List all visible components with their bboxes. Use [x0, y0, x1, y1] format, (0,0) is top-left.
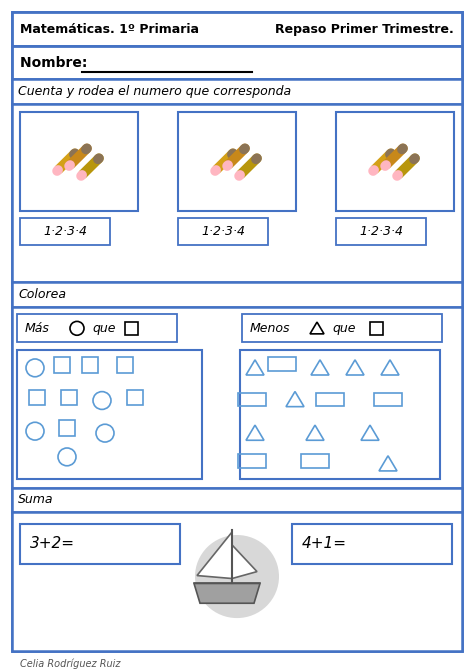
Bar: [12, 307, 462, 488]
Bar: [20, 524, 180, 563]
Text: Más: Más: [25, 322, 50, 335]
Bar: [238, 454, 266, 468]
Text: Menos: Menos: [250, 322, 291, 335]
Bar: [240, 350, 440, 478]
Bar: [12, 513, 462, 651]
Circle shape: [195, 535, 279, 618]
Bar: [125, 322, 138, 335]
Bar: [12, 46, 462, 79]
Bar: [17, 314, 177, 342]
Text: Matemáticas. 1º Primaria: Matemáticas. 1º Primaria: [20, 23, 199, 36]
Text: que: que: [92, 322, 116, 335]
Bar: [127, 390, 143, 405]
Bar: [61, 390, 77, 405]
Bar: [17, 350, 202, 478]
Bar: [242, 314, 442, 342]
Bar: [12, 104, 462, 282]
Polygon shape: [194, 584, 260, 603]
Text: que: que: [332, 322, 356, 335]
Bar: [301, 454, 329, 468]
Text: 1·2·3·4: 1·2·3·4: [201, 225, 245, 238]
Text: 3+2=: 3+2=: [30, 537, 75, 551]
Bar: [374, 393, 402, 407]
Bar: [12, 79, 462, 104]
Bar: [336, 218, 426, 245]
Bar: [54, 357, 70, 373]
Bar: [178, 112, 296, 210]
Bar: [12, 12, 462, 46]
Text: Celia Rodríguez Ruiz: Celia Rodríguez Ruiz: [20, 659, 120, 669]
Bar: [238, 393, 266, 407]
Bar: [316, 393, 344, 407]
Bar: [29, 390, 45, 405]
Bar: [370, 322, 383, 335]
Bar: [12, 488, 462, 513]
Bar: [20, 218, 110, 245]
Polygon shape: [232, 545, 257, 578]
Text: 1·2·3·4: 1·2·3·4: [359, 225, 403, 238]
Text: Cuenta y rodea el numero que corresponda: Cuenta y rodea el numero que corresponda: [18, 85, 291, 98]
Bar: [336, 112, 454, 210]
Bar: [178, 218, 268, 245]
Bar: [82, 357, 98, 373]
Text: Colorea: Colorea: [18, 287, 66, 301]
Bar: [292, 524, 452, 563]
Text: 4+1=: 4+1=: [302, 537, 347, 551]
Text: Suma: Suma: [18, 493, 54, 507]
Text: Nombre:: Nombre:: [20, 56, 92, 70]
Bar: [117, 357, 133, 373]
Bar: [20, 112, 138, 210]
Bar: [12, 282, 462, 307]
Bar: [59, 420, 75, 436]
Bar: [268, 357, 296, 371]
Text: 1·2·3·4: 1·2·3·4: [43, 225, 87, 238]
Polygon shape: [197, 532, 232, 578]
Text: Repaso Primer Trimestre.: Repaso Primer Trimestre.: [275, 23, 454, 36]
